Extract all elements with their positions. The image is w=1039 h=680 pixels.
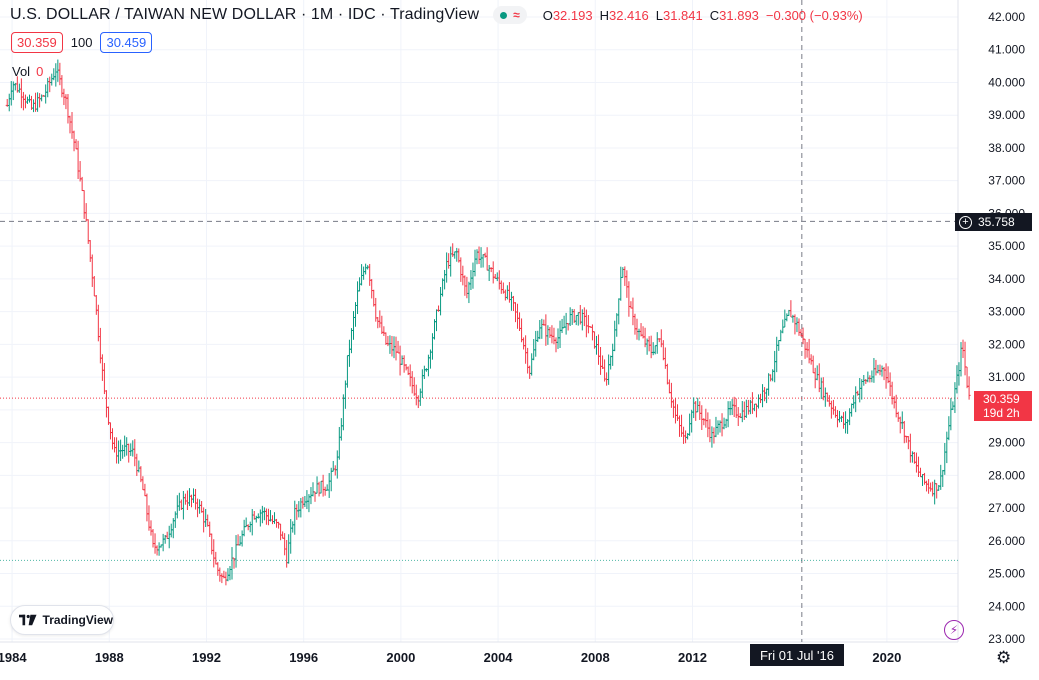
- ohlc-open: O32.193: [542, 7, 593, 23]
- x-axis-tick-label: 2000: [386, 650, 415, 665]
- crosshair-date-label: Fri 01 Jul '16: [750, 644, 844, 666]
- ohlc-low: L31.841: [655, 7, 703, 23]
- green-dot-icon: [500, 11, 508, 19]
- logo-text: TradingView: [42, 613, 113, 627]
- bar-countdown: 19d 2h: [983, 406, 1020, 420]
- y-axis-tick-label: 40.000: [988, 75, 1025, 89]
- last-price-value: 30.359: [983, 392, 1020, 406]
- y-axis-tick-label: 42.000: [988, 10, 1025, 24]
- sell-button[interactable]: 30.359: [11, 32, 63, 53]
- market-status-pill[interactable]: ≈: [493, 6, 527, 24]
- x-axis-tick-label: 1996: [289, 650, 318, 665]
- ohlc-values: O32.193 H32.416 L31.841 C31.893 −0.300 (…: [543, 8, 863, 23]
- x-axis-tick-label: 2012: [678, 650, 707, 665]
- y-axis-tick-label: 37.000: [988, 174, 1025, 188]
- volume-legend[interactable]: Vol 0: [12, 64, 43, 79]
- y-axis-tick-label: 32.000: [988, 337, 1025, 351]
- tradingview-logo[interactable]: TradingView: [10, 605, 114, 635]
- y-axis-tick-label: 25.000: [988, 567, 1025, 581]
- tradingview-logo-icon: [19, 614, 37, 626]
- ohlc-change: −0.300 (−0.93%): [765, 7, 863, 23]
- ohlc-close: C31.893: [709, 7, 759, 23]
- x-axis-tick-label: 1988: [95, 650, 124, 665]
- lightning-icon[interactable]: ⚡: [944, 620, 964, 640]
- plus-circle-icon[interactable]: +: [959, 215, 972, 229]
- volume-value: 0: [36, 64, 44, 79]
- y-axis-tick-label: 38.000: [988, 141, 1025, 155]
- volume-label: Vol: [12, 64, 31, 79]
- y-axis-tick-label: 24.000: [988, 599, 1025, 613]
- crosshair-price: 35.758: [978, 215, 1015, 229]
- y-axis-tick-label: 39.000: [988, 108, 1025, 122]
- quantity-value: 100: [70, 35, 93, 50]
- y-axis-tick-label: 33.000: [988, 305, 1025, 319]
- symbol-title[interactable]: U.S. DOLLAR / TAIWAN NEW DOLLAR · 1M · I…: [10, 6, 480, 23]
- order-row: 30.359 100 30.459: [11, 32, 153, 53]
- x-axis-tick-label: 2008: [581, 650, 610, 665]
- x-axis-tick-label: 2020: [872, 650, 901, 665]
- y-axis-tick-label: 31.000: [988, 370, 1025, 384]
- y-axis-tick-label: 35.000: [988, 239, 1025, 253]
- y-axis-tick-label: 29.000: [988, 436, 1025, 450]
- x-axis-tick-label: 1984: [0, 650, 27, 665]
- ohlc-high: H32.416: [599, 7, 649, 23]
- chart-legend-header: U.S. DOLLAR / TAIWAN NEW DOLLAR · 1M · I…: [10, 6, 863, 24]
- y-axis-tick-label: 41.000: [988, 43, 1025, 57]
- buy-button[interactable]: 30.459: [100, 32, 153, 53]
- last-price-label: 30.359 19d 2h: [974, 391, 1032, 421]
- y-axis-tick-label: 26.000: [988, 534, 1025, 548]
- approx-icon: ≈: [513, 8, 520, 22]
- crosshair-price-label: + 35.758: [955, 213, 1032, 231]
- y-axis-tick-label: 23.000: [988, 632, 1025, 646]
- y-axis-tick-label: 28.000: [988, 468, 1025, 482]
- y-axis-tick-label: 27.000: [988, 501, 1025, 515]
- gear-icon[interactable]: ⚙: [996, 648, 1012, 667]
- y-axis-tick-label: 34.000: [988, 272, 1025, 286]
- x-axis-tick-label: 2004: [484, 650, 514, 665]
- x-axis-tick-label: 1992: [192, 650, 221, 665]
